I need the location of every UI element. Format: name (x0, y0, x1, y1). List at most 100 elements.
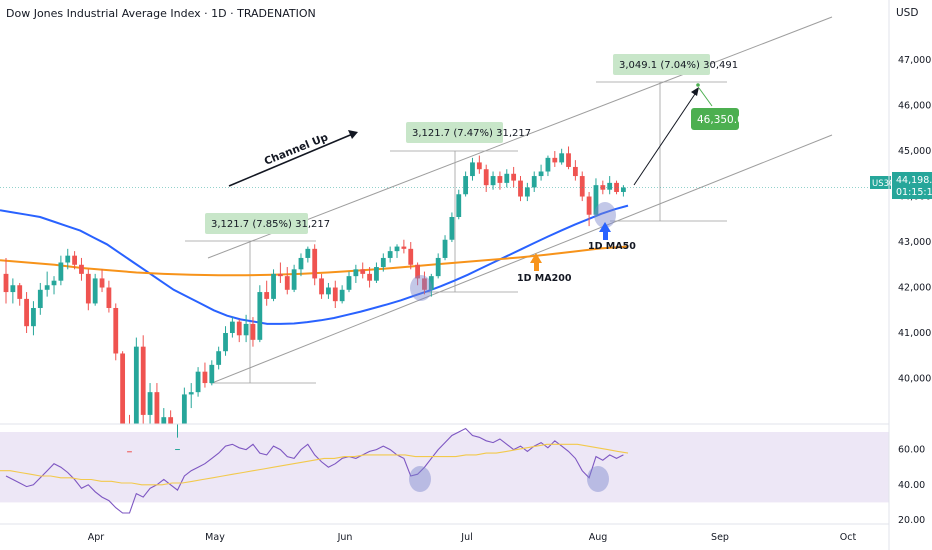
ma50-touch-highlight-2 (594, 202, 616, 228)
channel-upper-line (207, 16, 833, 259)
candle (387, 246, 393, 263)
rsi-tick-label: 20.00 (898, 515, 925, 526)
channel-up-arrow-head (348, 130, 358, 139)
measure-2 (390, 150, 518, 293)
target-label-bg (691, 108, 739, 130)
candle (271, 269, 276, 302)
candle (607, 176, 613, 195)
candle (202, 362, 208, 388)
rsi-line (5, 427, 624, 514)
candle (154, 383, 160, 424)
candle (483, 164, 489, 192)
candle (305, 246, 311, 263)
projection-arrow-head (691, 87, 699, 96)
candle (140, 335, 146, 424)
candle (408, 242, 414, 270)
candle (17, 282, 23, 306)
price-tick-label: 41,000.0 (898, 328, 932, 339)
candle (209, 360, 215, 386)
candle (511, 166, 517, 188)
candle (161, 408, 167, 424)
candle (195, 367, 201, 397)
candle (44, 271, 50, 297)
time-tick-label: Oct (840, 532, 857, 543)
bar-countdown: 01:15:15 (896, 187, 932, 198)
candle (147, 383, 153, 424)
candle (332, 280, 338, 308)
ma50-touch-highlight-1 (410, 275, 432, 301)
price-tick-label: 45,000.0 (898, 146, 932, 157)
current-price-box (892, 172, 932, 199)
candle (538, 164, 544, 181)
channel-up-label: Channel Up (263, 131, 331, 168)
candle (401, 239, 407, 254)
chart-title: Dow Jones Industrial Average Index · 1D … (6, 7, 316, 20)
measure-1 (185, 240, 316, 384)
target-connector (698, 87, 713, 107)
candle (188, 383, 194, 409)
candle (65, 248, 71, 270)
candle (236, 319, 242, 343)
channel-lower-line (211, 134, 833, 384)
candle (278, 262, 283, 283)
candle (223, 326, 228, 356)
ma50-line (0, 204, 629, 325)
candle (168, 410, 174, 424)
candle (264, 280, 270, 306)
candle (284, 267, 290, 295)
candle (37, 282, 43, 315)
price-tick-label: 47,000.0 (898, 55, 932, 66)
candle (449, 212, 455, 243)
candle (3, 257, 9, 304)
candle (346, 271, 352, 293)
rsi-low-highlight-1 (409, 466, 431, 492)
candle (476, 155, 482, 174)
currency-label: USD (896, 7, 919, 19)
candle (181, 387, 187, 424)
rsi-tick-label: 40.00 (898, 480, 925, 491)
projection-arrow (633, 90, 698, 186)
candle (456, 189, 462, 220)
candle (216, 346, 222, 370)
target-label: 46,350.0 (697, 114, 744, 126)
candle (559, 148, 565, 165)
time-tick-label: Apr (88, 532, 105, 543)
candle (133, 337, 139, 424)
time-axis: Apr May Jun Jul Aug Sep Oct (88, 532, 857, 543)
candle (92, 273, 98, 306)
rsi-low-highlight-2 (587, 466, 609, 492)
current-price-symbol-bg (870, 176, 891, 189)
candle (99, 269, 105, 293)
candle (257, 285, 263, 343)
candle (586, 191, 592, 227)
time-tick-label: Jul (460, 532, 472, 543)
measure-label-2-bg (406, 122, 503, 143)
measure-label-1: 3,121.7 (7.85%) 31,217 (211, 219, 330, 230)
measure-label-2: 3,121.7 (7.47%) 31,217 (412, 128, 531, 139)
measure-label-3: 3,049.1 (7.04%) 30,491 (619, 60, 738, 71)
time-tick-label: Sep (711, 532, 729, 543)
candle (518, 176, 523, 202)
candles (3, 146, 626, 453)
candle (600, 180, 606, 195)
candle (593, 178, 599, 217)
candle (127, 414, 132, 453)
ma50-label: 1D MA50 (588, 241, 636, 252)
candle (579, 171, 585, 202)
candle (326, 282, 331, 299)
channel-up-arrow (228, 132, 356, 187)
candle (504, 169, 510, 188)
rsi-tick-label: 60.00 (898, 445, 925, 456)
candle (24, 292, 29, 334)
candle (79, 257, 84, 281)
candle (566, 146, 571, 170)
candle (312, 244, 318, 286)
candle (10, 278, 16, 304)
candle (442, 235, 448, 261)
candle (428, 273, 434, 297)
current-price-symbol: US30 (872, 179, 894, 189)
candle (360, 262, 366, 279)
candle (31, 301, 36, 336)
candle (298, 253, 304, 277)
